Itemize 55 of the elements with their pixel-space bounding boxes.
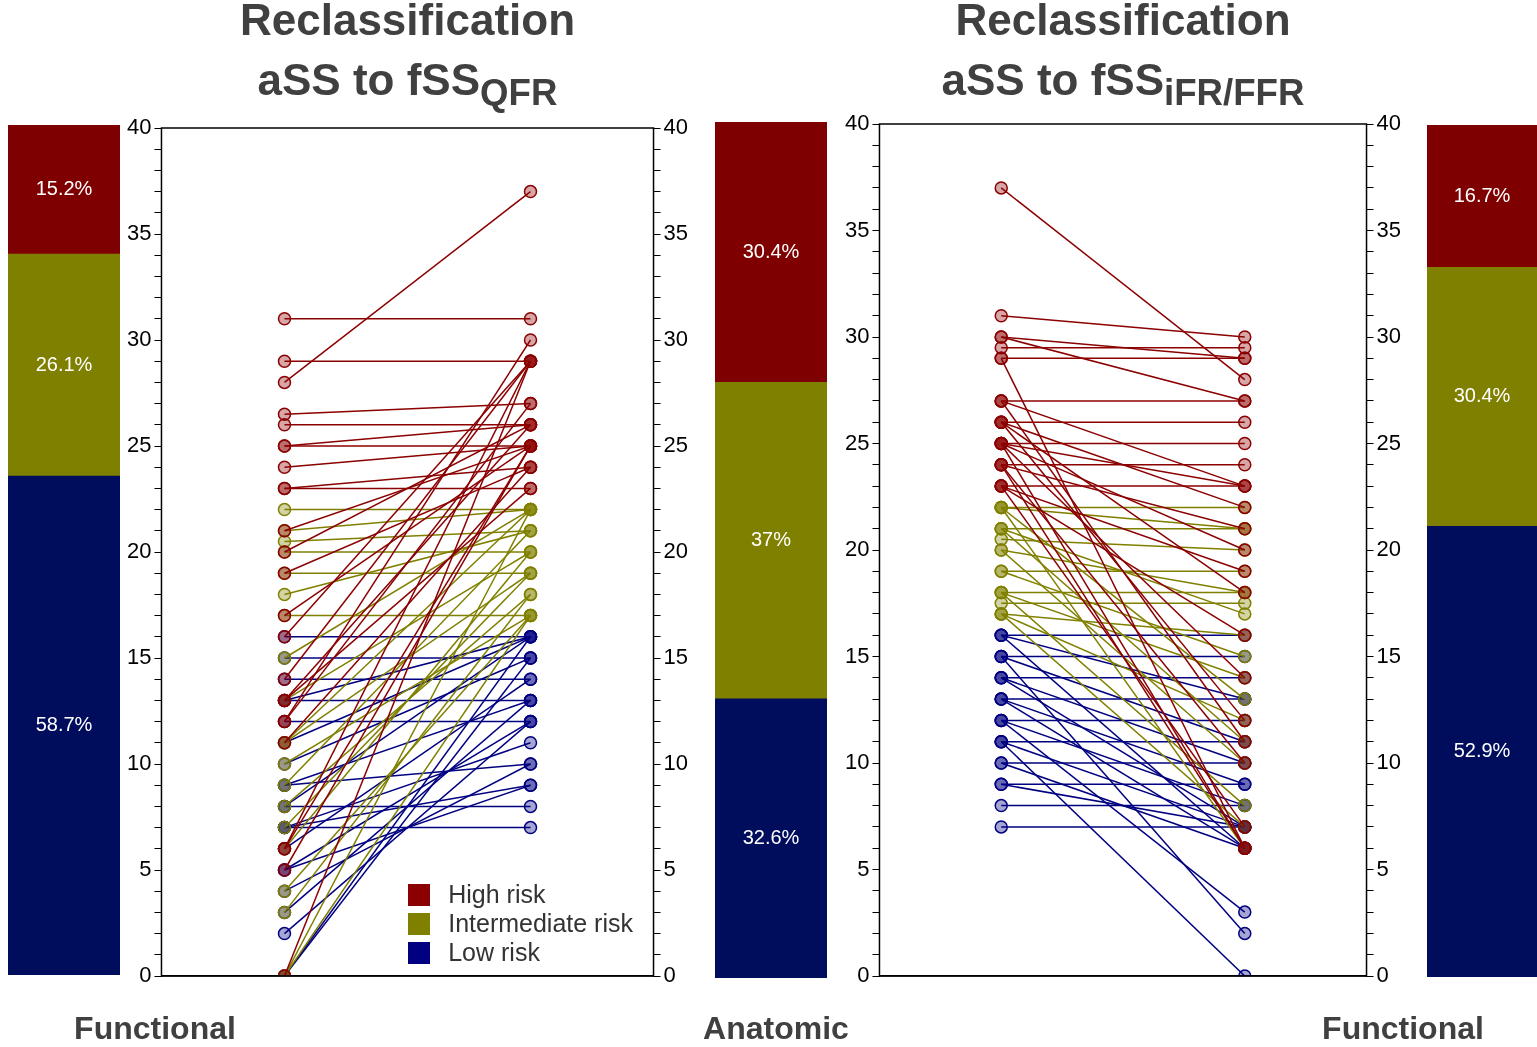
data-label: 32.6% (742, 825, 800, 848)
y2-tick-label: 5 (1376, 855, 1389, 881)
y2-tick-label: 30 (1376, 323, 1402, 349)
x-axis-title: Functional (1321, 1010, 1485, 1047)
y2-tick-label: 15 (663, 644, 689, 670)
y-tick-label: 5 (139, 856, 152, 882)
y-tick-label: 25 (126, 432, 152, 458)
y2-tick-label: 0 (663, 962, 676, 988)
y2-tick-label: 10 (663, 750, 689, 776)
data-label: 15.2% (35, 177, 93, 200)
data-label: 30.4% (742, 239, 800, 262)
y2-tick-label: 40 (1376, 110, 1402, 136)
y-tick-label: 15 (844, 642, 870, 668)
chart-subtitle: aSS to fSS$_{QFR}$ (257, 55, 558, 113)
legend-label: Low risk (448, 938, 540, 967)
y2-tick-label: 25 (663, 432, 689, 458)
y-tick-label: 35 (844, 216, 870, 242)
y-tick-label: 40 (126, 114, 152, 140)
y-tick-label: 20 (844, 536, 870, 562)
chart-title: Reclassification (239, 0, 576, 46)
y-tick-label: 10 (126, 750, 152, 776)
y-tick-label: 40 (844, 110, 870, 136)
legend-label: Intermediate risk (448, 909, 633, 938)
y-tick-label: 35 (126, 220, 152, 246)
y-tick-label: 0 (139, 962, 152, 988)
chart-title: Reclassification (954, 0, 1292, 46)
y-tick-label: 20 (126, 538, 152, 564)
y2-tick-label: 20 (1376, 536, 1402, 562)
data-label: 52.9% (1453, 739, 1511, 762)
y-tick-label: 30 (126, 326, 152, 352)
y-tick-label: 15 (126, 644, 152, 670)
data-label: 26.1% (35, 352, 93, 375)
data-label: 37% (750, 528, 792, 551)
chart-subtitle: aSS to fSS$_{iFR/FFR}$ (941, 55, 1305, 113)
y-tick-label: 30 (844, 323, 870, 349)
x-axis-title: Anatomic (702, 1010, 850, 1047)
data-label: 58.7% (35, 713, 93, 736)
x-axis-title: Functional (73, 1010, 237, 1047)
y2-tick-label: 35 (663, 220, 689, 246)
y-tick-label: 0 (857, 962, 870, 988)
data-label: 30.4% (1453, 384, 1511, 407)
y2-tick-label: 15 (1376, 642, 1402, 668)
y2-tick-label: 10 (1376, 749, 1402, 775)
y2-tick-label: 0 (1376, 962, 1389, 988)
y2-tick-label: 30 (663, 326, 689, 352)
data-label: 16.7% (1453, 183, 1511, 206)
legend-label: High risk (448, 880, 546, 909)
y-tick-label: 10 (844, 749, 870, 775)
y2-tick-label: 25 (1376, 429, 1402, 455)
y-tick-label: 5 (857, 855, 870, 881)
y2-tick-label: 5 (663, 856, 676, 882)
y2-tick-label: 35 (1376, 216, 1402, 242)
y2-tick-label: 20 (663, 538, 689, 564)
y-tick-label: 25 (844, 429, 870, 455)
y2-tick-label: 40 (663, 114, 689, 140)
